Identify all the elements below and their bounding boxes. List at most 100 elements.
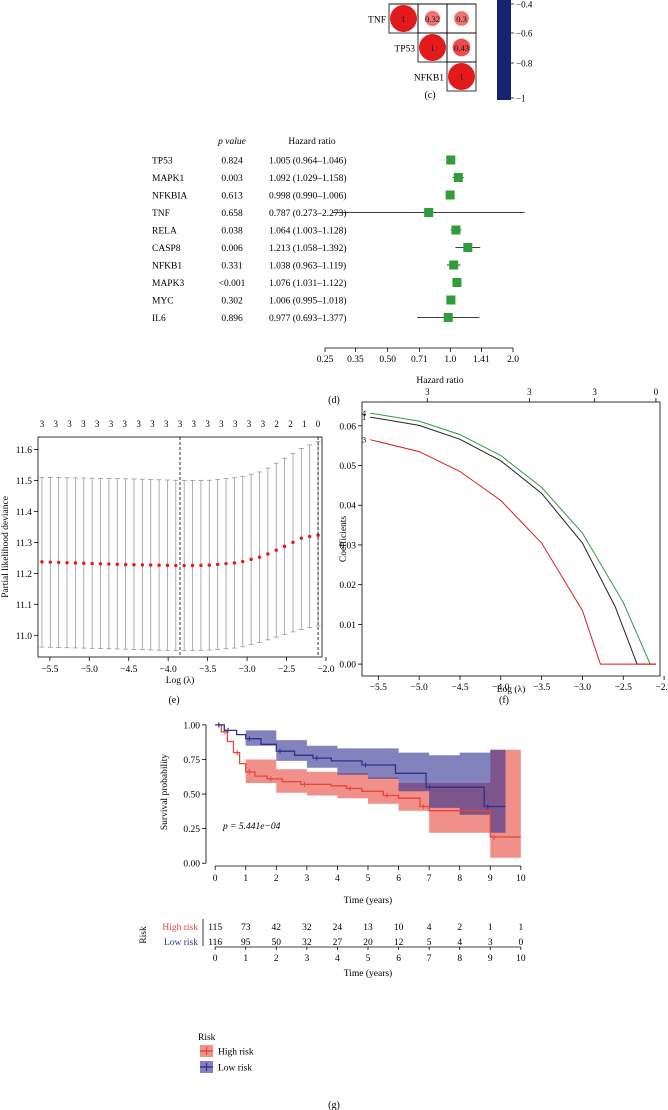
forest-hr-text: 0.787 (0.273–2.273)	[269, 208, 347, 219]
risk-count: 1	[518, 923, 523, 933]
corr-value: 1	[459, 72, 463, 82]
correlation-plot: 1 0.32 0.3 1 0.43 1 TNF TP53 NFKB1 −0.4 −0.6 −0.8 −1	[368, 0, 533, 104]
forest-pvalue: 0.658	[221, 209, 243, 219]
risk-count: 5	[427, 938, 432, 948]
deviance-point	[90, 561, 94, 566]
forest-point	[463, 243, 473, 252]
top-count-label: 3	[136, 419, 141, 429]
y-tick-label: 0.02	[339, 581, 356, 591]
x-tick-label: −2.0	[655, 683, 668, 693]
x-tick-label: −5.5	[41, 665, 58, 675]
x-tick-label: 3	[304, 874, 309, 884]
deviance-point	[274, 548, 278, 552]
risk-row-label: High risk	[162, 923, 198, 933]
risk-x-tick-label: 3	[304, 954, 309, 964]
risk-x-axis-label: Time (years)	[344, 968, 392, 979]
corr-circle	[390, 5, 417, 32]
risk-count: 95	[241, 938, 251, 948]
forest-col-pvalue: p value	[217, 137, 246, 147]
forest-pvalue: 0.006	[221, 244, 243, 254]
top-count-label: 3	[247, 419, 252, 429]
x-tick-label: −5.5	[370, 683, 387, 693]
forest-hr-text: 1.006 (0.995–1.018)	[269, 296, 347, 307]
plot-frame	[361, 401, 661, 677]
x-tick-label: −3.5	[533, 683, 550, 693]
deviance-point	[123, 562, 128, 567]
top-count-label: 3	[150, 419, 155, 429]
x-tick-label: −2.0	[317, 665, 334, 675]
x-tick-label: 0	[213, 874, 218, 884]
top-count-label: 3	[261, 419, 266, 429]
x-tick-label: −2.5	[615, 683, 632, 693]
risk-x-tick-label: 4	[335, 954, 340, 964]
forest-x-tick-label: 1.41	[473, 355, 490, 365]
top-count-label: 2	[274, 419, 279, 429]
series-label: 4	[362, 409, 366, 418]
top-count-label: 3	[219, 419, 224, 429]
corr-value: 0.32	[425, 14, 440, 24]
pvalue-label: p = 5.441e−04	[222, 822, 281, 832]
forest-hr-text: 1.076 (1.031–1.122)	[269, 278, 347, 289]
deviance-point	[140, 563, 145, 567]
corr-value: 0.43	[454, 43, 469, 53]
forest-point	[446, 295, 456, 305]
forest-gene-label: NFKB1	[152, 262, 182, 272]
survival-curve	[215, 724, 521, 838]
deviance-point	[157, 563, 161, 567]
survival-curve	[215, 724, 506, 808]
risk-count: 12	[394, 938, 404, 948]
forest-pvalue: 0.003	[221, 174, 243, 184]
top-count-label: 3	[54, 419, 59, 429]
deviance-point	[207, 563, 211, 567]
coef-path-line	[370, 412, 656, 665]
deviance-point	[98, 562, 103, 566]
forest-gene-label: NFKBIA	[152, 192, 188, 202]
top-count-label: 3	[67, 419, 72, 429]
risk-count: 73	[241, 923, 251, 933]
deviance-point	[224, 561, 228, 566]
risk-x-tick-label: 10	[516, 954, 526, 964]
risk-count: 24	[333, 923, 343, 933]
risk-count: 1	[488, 923, 493, 933]
corr-value: 1	[430, 43, 434, 53]
deviance-point	[48, 560, 53, 564]
x-tick-label: 5	[366, 874, 371, 884]
risk-count: 42	[272, 923, 282, 933]
x-tick-label: 8	[457, 874, 462, 884]
forest-gene-label: MAPK3	[152, 279, 184, 289]
top-count-label: 3	[81, 419, 86, 429]
forest-pvalue: 0.038	[221, 227, 243, 237]
risk-x-tick-label: 7	[427, 954, 432, 964]
y-tick-label: 0.50	[183, 791, 200, 801]
forest-hr-text: 1.064 (1.003–1.128)	[269, 226, 347, 237]
deviance-point	[307, 534, 312, 539]
x-tick-label: −5.0	[411, 683, 428, 693]
deviance-point	[199, 563, 203, 568]
risk-count: 50	[272, 938, 282, 948]
x-tick-label: −3.0	[574, 683, 591, 693]
risk-count: 20	[363, 938, 373, 948]
y-tick-label: 0.00	[339, 661, 356, 671]
y-tick-label: 0.03	[339, 541, 356, 551]
top-count-label: 3	[95, 419, 100, 429]
cv-deviance-plot: 3 3 3 3 3 3 3 3 3 3 3 3 3 3 3 3 3 2 2 1 0−5.5 −5.0 −4.5 −4.0 −3.…	[1, 419, 335, 686]
y-axis-label: Partial likelihood deviance	[1, 496, 11, 598]
forest-gene-label: IL6	[152, 314, 166, 324]
forest-gene-label: TP53	[152, 157, 173, 167]
y-tick-label: 0.00	[183, 860, 200, 870]
x-axis-label: Log (λ)	[497, 684, 526, 695]
top-tick-label: 3	[425, 387, 430, 397]
risk-count: 13	[363, 923, 373, 933]
forest-hr-text: 1.005 (0.964–1.046)	[269, 156, 347, 167]
top-count-label: 3	[233, 419, 238, 429]
forest-point	[445, 190, 455, 200]
panel-label-f: (f)	[499, 695, 509, 706]
forest-hr-text: 0.998 (0.990–1.006)	[269, 191, 347, 202]
x-tick-label: −4.5	[451, 683, 468, 693]
top-tick-label: 3	[592, 387, 597, 397]
corr-row-label: TP53	[394, 45, 415, 55]
forest-x-tick-label: 0.25	[317, 355, 334, 365]
forest-gene-label: TNF	[152, 209, 170, 219]
forest-point	[446, 155, 456, 165]
